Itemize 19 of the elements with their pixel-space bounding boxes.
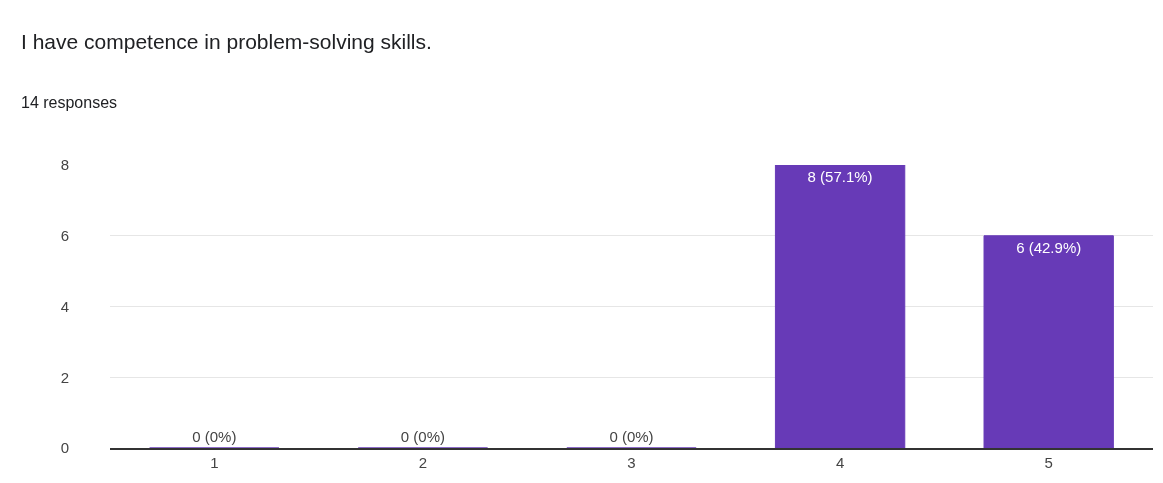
data-label: 0 (0%)	[192, 428, 237, 445]
data-label: 0 (0%)	[400, 428, 445, 445]
data-label: 0 (0%)	[609, 428, 654, 445]
y-tick-label: 6	[60, 227, 69, 244]
data-label: 8 (57.1%)	[807, 168, 873, 185]
chart-title: I have competence in problem-solving skills.	[21, 30, 432, 53]
y-tick-label: 0	[60, 439, 69, 457]
x-tick-label: 1	[210, 453, 219, 471]
x-tick-label: 2	[418, 453, 428, 471]
x-tick-label: 4	[835, 453, 845, 471]
bar	[774, 165, 906, 448]
x-tick-label: 5	[1044, 453, 1053, 471]
y-tick-label: 8	[60, 156, 69, 174]
chart-subtitle: 14 responses	[21, 94, 118, 111]
data-label: 6 (42.9%)	[1016, 238, 1082, 256]
y-tick-label: 4	[60, 297, 69, 315]
x-tick-label: 3	[627, 453, 636, 471]
bar	[983, 235, 1114, 448]
y-tick-label: 2	[60, 368, 69, 386]
